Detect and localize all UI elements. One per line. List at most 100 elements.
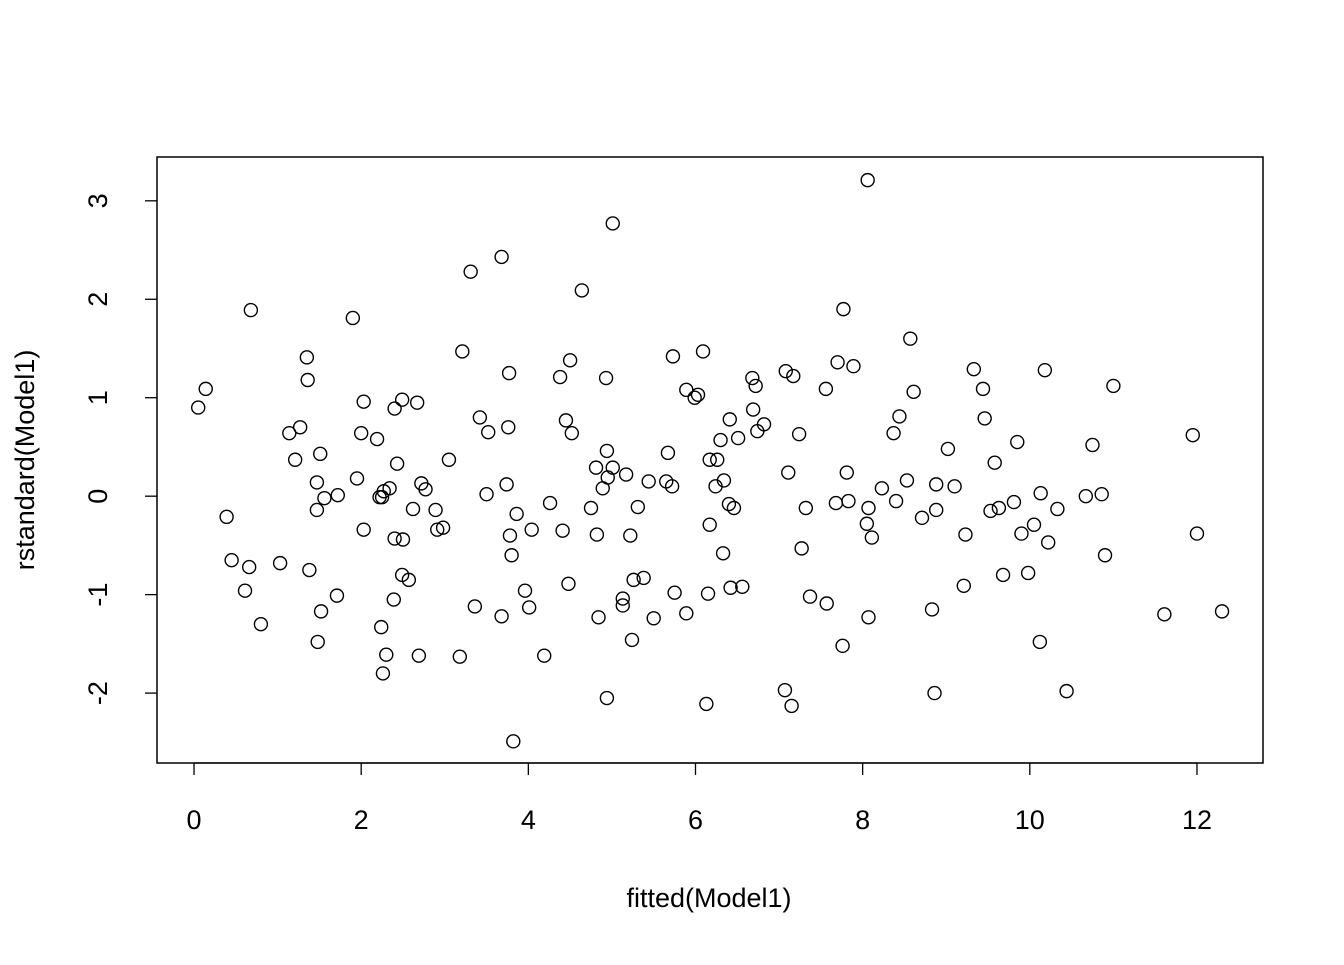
- point: [839, 465, 854, 480]
- point: [1059, 683, 1074, 699]
- point: [558, 413, 574, 428]
- point: [243, 302, 259, 318]
- point: [1189, 526, 1205, 541]
- point: [778, 363, 793, 379]
- point: [1006, 494, 1022, 510]
- point: [605, 216, 620, 231]
- point: [253, 616, 269, 632]
- point: [1097, 548, 1113, 563]
- point: [198, 381, 213, 397]
- y-tick-label: -2: [83, 681, 113, 705]
- point: [929, 502, 944, 518]
- point: [501, 420, 516, 435]
- point: [502, 528, 518, 543]
- point: [600, 470, 615, 485]
- point: [472, 410, 488, 425]
- point: [626, 572, 641, 588]
- point: [588, 460, 604, 475]
- point: [479, 487, 494, 502]
- point: [564, 425, 580, 441]
- point: [382, 481, 397, 496]
- point: [726, 500, 742, 516]
- point: [552, 369, 568, 385]
- point: [1106, 378, 1121, 394]
- point: [435, 520, 451, 535]
- point: [405, 501, 421, 517]
- point: [463, 264, 478, 279]
- point: [690, 387, 706, 402]
- point: [947, 479, 962, 494]
- y-tick-label: 2: [83, 292, 113, 307]
- point: [966, 361, 982, 377]
- point: [524, 522, 539, 537]
- point: [386, 592, 401, 607]
- point: [983, 503, 998, 519]
- point: [374, 619, 389, 635]
- y-tick-label: 3: [83, 193, 113, 208]
- point: [574, 283, 590, 298]
- point: [389, 456, 405, 471]
- point: [914, 510, 930, 526]
- point: [418, 482, 433, 497]
- point: [1037, 362, 1053, 378]
- point: [802, 589, 818, 604]
- point: [1010, 434, 1025, 450]
- point: [1041, 535, 1056, 550]
- point: [924, 602, 940, 617]
- point: [700, 586, 716, 601]
- point: [713, 432, 728, 448]
- point: [618, 467, 634, 482]
- point: [888, 493, 904, 509]
- point: [730, 430, 746, 446]
- x-tick-label: 12: [1182, 805, 1212, 835]
- point: [241, 559, 257, 575]
- point: [958, 527, 973, 542]
- point: [615, 591, 630, 606]
- point: [710, 452, 725, 467]
- point: [745, 402, 761, 417]
- point: [313, 446, 328, 462]
- point: [428, 502, 443, 518]
- point: [798, 500, 814, 516]
- point: [411, 648, 427, 663]
- point: [646, 611, 661, 626]
- point: [860, 172, 875, 188]
- point: [302, 562, 317, 578]
- point: [794, 541, 809, 556]
- point: [329, 588, 345, 603]
- point: [345, 310, 361, 326]
- x-tick-label: 2: [354, 805, 369, 835]
- point: [300, 372, 315, 388]
- point: [494, 249, 509, 265]
- point: [660, 445, 676, 461]
- point: [735, 579, 750, 594]
- point: [702, 517, 717, 532]
- point: [828, 495, 844, 511]
- point: [430, 522, 445, 537]
- point: [395, 532, 411, 547]
- point: [562, 353, 578, 368]
- point: [927, 685, 942, 701]
- point: [455, 344, 470, 359]
- point: [394, 392, 410, 407]
- point: [977, 411, 992, 426]
- point: [591, 610, 606, 625]
- point: [504, 548, 519, 563]
- point: [191, 400, 206, 415]
- point: [353, 425, 369, 441]
- point: [636, 570, 651, 586]
- point: [509, 506, 524, 522]
- point: [679, 606, 694, 621]
- point: [287, 452, 303, 467]
- point: [723, 580, 738, 595]
- point: [1078, 488, 1094, 504]
- point: [506, 734, 521, 749]
- point: [374, 489, 390, 505]
- point: [641, 474, 656, 489]
- point: [715, 546, 731, 561]
- x-tick-label: 8: [855, 805, 870, 835]
- point: [583, 500, 599, 516]
- point: [1085, 437, 1100, 453]
- point: [864, 530, 880, 545]
- x-tick-label: 10: [1015, 805, 1045, 835]
